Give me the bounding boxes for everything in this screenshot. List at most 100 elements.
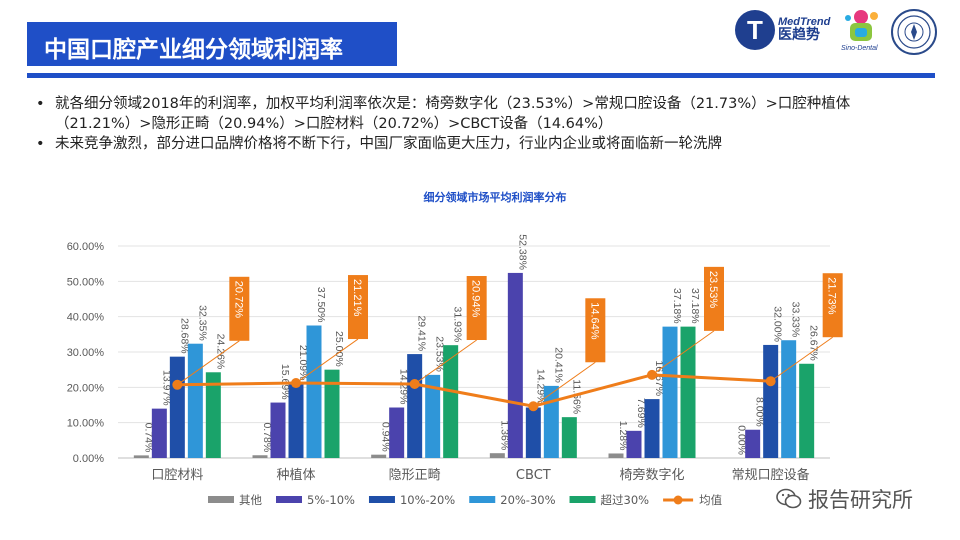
- mean-callout-box: [822, 273, 843, 338]
- y-tick-label: 10.00%: [67, 418, 105, 430]
- bar: [507, 272, 523, 458]
- bar: [270, 402, 286, 458]
- x-category-label: CBCT: [516, 468, 551, 483]
- bar-data-label: 37.50%: [315, 287, 327, 323]
- summary-bullets: 就各细分领域2018年的利润率，加权平均利润率依次是：椅旁数字化（23.53%）…: [36, 94, 916, 154]
- header-divider: [27, 73, 935, 78]
- mean-callout-label: 20.94%: [470, 280, 482, 318]
- bar-data-label: 7.69%: [635, 398, 647, 428]
- bar-data-label: 20.41%: [552, 347, 564, 383]
- wechat-icon: [776, 488, 802, 509]
- mean-callout-box: [704, 266, 724, 331]
- bar-data-label: 24.26%: [214, 334, 226, 370]
- mean-callout-leader: [533, 361, 596, 407]
- legend-swatch: [368, 496, 395, 503]
- mean-callout-leader: [651, 330, 715, 376]
- bar: [644, 399, 660, 458]
- y-tick-label: 50.00%: [67, 276, 105, 288]
- bar: [205, 372, 221, 458]
- sino-dental-logo-text: Sino-Dental: [841, 45, 878, 52]
- medtrend-logo-en: MedTrend: [778, 16, 831, 29]
- bar-data-label: 52.38%: [516, 234, 528, 270]
- mean-callout-leader: [295, 338, 359, 384]
- bar: [781, 340, 797, 458]
- bar: [169, 356, 185, 458]
- bar: [561, 417, 577, 458]
- medtrend-logo: T MedTrend 医趋势: [735, 10, 830, 50]
- bar: [371, 454, 387, 458]
- bar-data-label: 8.00%: [754, 397, 766, 427]
- legend-swatch: [276, 496, 302, 503]
- bar: [745, 429, 761, 458]
- bar-data-label: 32.35%: [196, 305, 208, 341]
- mean-callout-label: 14.64%: [588, 302, 600, 340]
- title-banner: [27, 22, 397, 66]
- bar: [608, 453, 624, 458]
- bar-data-label: 29.41%: [416, 315, 428, 351]
- mean-callout-label: 20.72%: [232, 281, 244, 319]
- bar-data-label: 33.33%: [790, 302, 802, 338]
- bar-data-label: 23.53%: [434, 336, 446, 372]
- legend-label: 20%-30%: [500, 493, 555, 507]
- x-category-label: 口腔材料: [151, 468, 203, 483]
- legend-swatch: [569, 496, 596, 503]
- mean-callout-label: 21.21%: [351, 279, 363, 317]
- mean-line: [177, 373, 771, 408]
- mean-callout-box: [229, 276, 250, 341]
- logo-group: T MedTrend 医趋势 Sino-Dental: [735, 4, 937, 64]
- bar: [626, 430, 642, 458]
- mean-callout-leader: [414, 339, 477, 385]
- bar: [324, 369, 340, 458]
- bar-data-label: 0.00%: [736, 425, 748, 455]
- bar-data-label: 11.56%: [570, 379, 582, 414]
- legend-label: 5%-10%: [307, 493, 355, 507]
- wechat-watermark: 报告研究所: [776, 484, 913, 514]
- bar-data-label: 1.36%: [498, 420, 510, 450]
- bar-data-label: 21.09%: [297, 345, 309, 381]
- seal-emblem-icon: [897, 15, 931, 49]
- legend-label: 均值: [699, 493, 722, 507]
- sino-dental-mascot-icon: [845, 10, 878, 41]
- x-category-label: 常规口腔设备: [732, 467, 810, 483]
- bar-data-label: 16.67%: [653, 360, 665, 396]
- page-title: 中国口腔产业细分领域利润率: [44, 37, 343, 63]
- bar: [252, 455, 268, 458]
- bullet-competition: 未来竞争激烈，部分进口品牌价格将不断下行，中国厂家面临更大压力，行业内企业或将面…: [36, 134, 916, 154]
- x-category-label: 隐形正畸: [389, 468, 441, 483]
- bar-data-label: 37.18%: [671, 288, 683, 324]
- chart-title: 细分领域市场平均利润率分布: [423, 191, 567, 204]
- bar-data-label: 0.74%: [142, 423, 154, 453]
- medtrend-t-icon: T: [735, 10, 775, 50]
- legend-mean-marker: [673, 495, 683, 505]
- bar-data-label: 0.78%: [261, 422, 273, 452]
- bar-data-label: 32.00%: [772, 306, 784, 342]
- watermark-text: 报告研究所: [808, 488, 913, 512]
- mean-callout-leader: [770, 336, 833, 382]
- y-tick-label: 40.00%: [67, 312, 105, 324]
- bar-data-label: 28.68%: [178, 318, 190, 354]
- bar: [525, 407, 541, 458]
- bar-data-label: 14.29%: [534, 369, 546, 405]
- y-tick-label: 0.00%: [73, 453, 104, 465]
- bar: [443, 345, 459, 458]
- mean-callout-box: [585, 298, 606, 363]
- bar-data-label: 1.28%: [617, 421, 629, 451]
- mean-callout-label: 21.73%: [826, 277, 838, 315]
- legend-label: 其他: [239, 493, 262, 507]
- legend-swatch: [208, 496, 234, 503]
- bar: [306, 325, 322, 458]
- bar-data-label: 26.67%: [808, 325, 820, 361]
- bar-data-label: 13.97%: [160, 370, 172, 406]
- bar-data-label: 0.94%: [380, 422, 392, 452]
- bar: [799, 363, 815, 458]
- bar: [680, 326, 696, 458]
- bar-data-label: 37.18%: [689, 288, 701, 324]
- bar: [288, 383, 304, 458]
- x-category-label: 种植体: [276, 468, 315, 483]
- legend-swatch: [469, 496, 496, 503]
- bar: [425, 374, 441, 458]
- legend-label: 10%-20%: [400, 493, 455, 507]
- sino-dental-logo: Sino-Dental: [841, 8, 883, 60]
- mean-callout-box: [466, 276, 487, 341]
